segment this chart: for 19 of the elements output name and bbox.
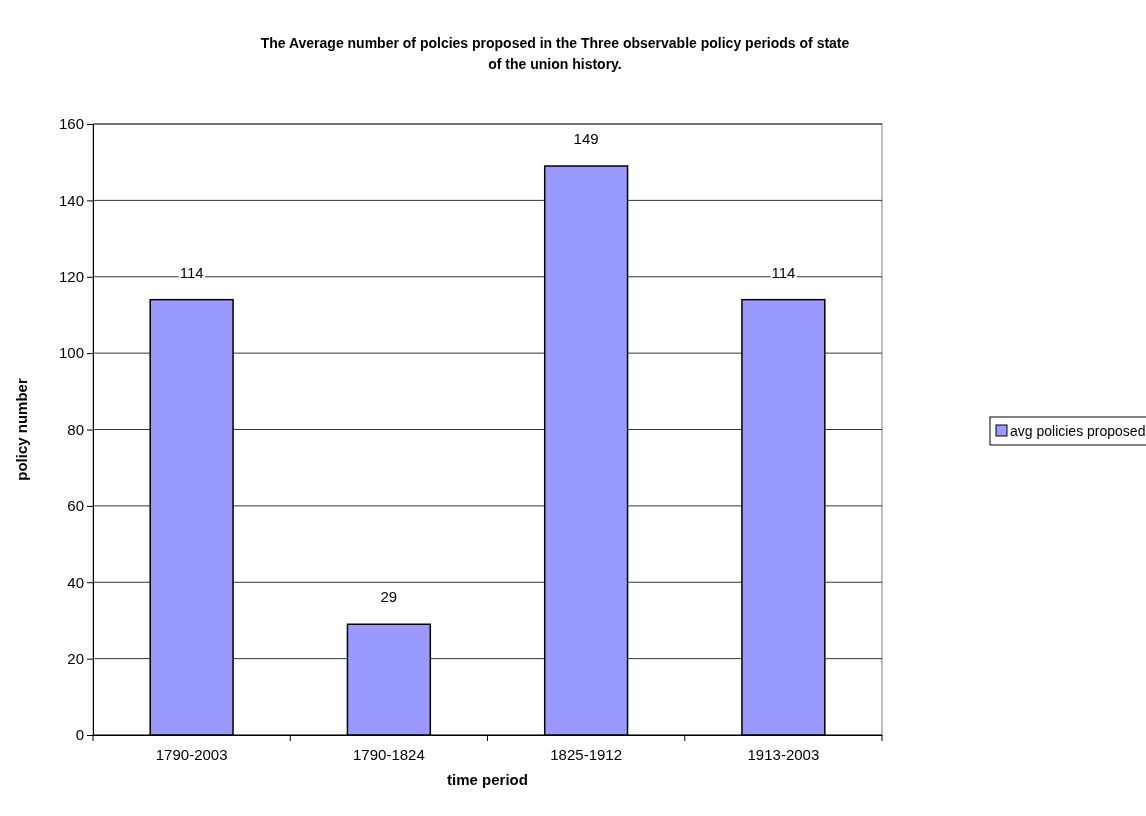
chart-title: The Average number of polcies proposed in the Three observable policy periods of state of the union history. <box>260 35 850 72</box>
x-axis-title: time period <box>447 771 528 788</box>
y-tick-label: 140 <box>58 191 84 209</box>
y-tick-label: 20 <box>67 649 84 667</box>
y-tick-label: 100 <box>58 344 84 362</box>
x-tick-label: 1790-2003 <box>155 745 228 763</box>
data-label: 149 <box>573 130 599 148</box>
y-tick-label: 0 <box>75 726 84 744</box>
x-tick-label: 1913-2003 <box>747 745 820 763</box>
y-axis-title: policy number <box>13 378 30 481</box>
legend-label: avg policies proposed <box>1010 423 1146 439</box>
y-tick-label: 80 <box>67 420 84 438</box>
y-tick-label: 160 <box>58 115 84 133</box>
y-tick-label: 120 <box>58 268 84 286</box>
data-label: 29 <box>380 588 398 606</box>
x-tick-label: 1790-1824 <box>353 745 425 763</box>
y-tick-label: 40 <box>67 573 84 591</box>
y-tick-label: 60 <box>67 497 84 515</box>
x-tick-label: 1825-1912 <box>550 745 622 763</box>
